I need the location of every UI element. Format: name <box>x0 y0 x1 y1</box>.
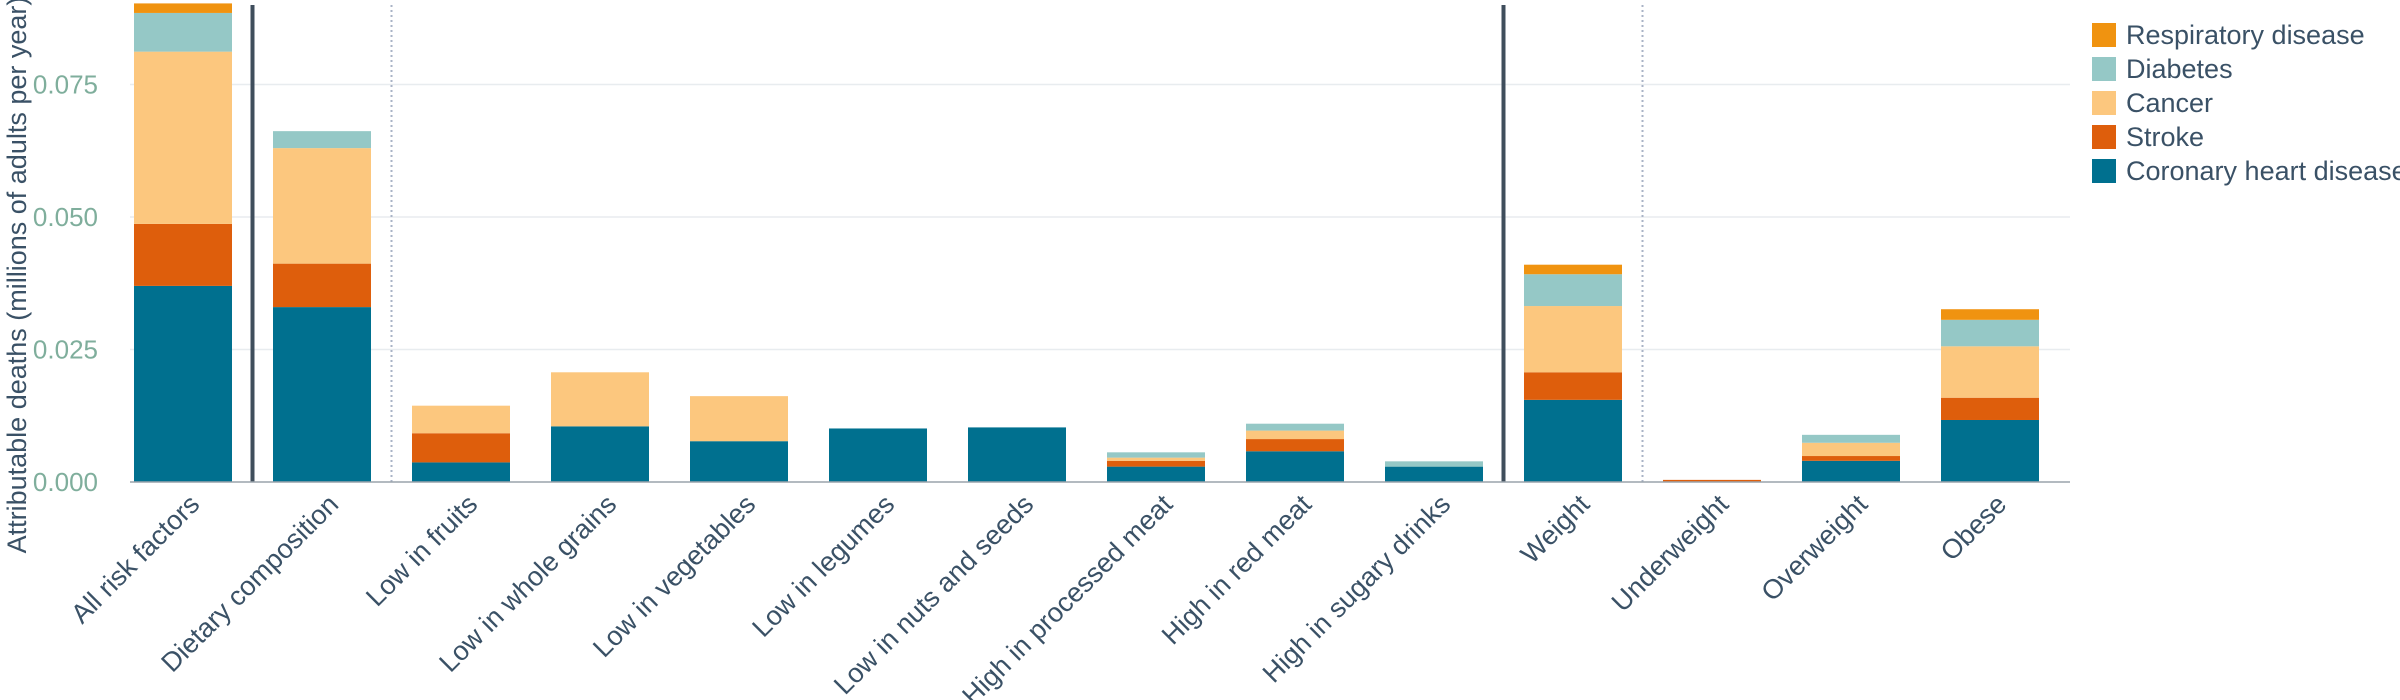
bar-segment-cancer <box>1107 457 1205 461</box>
bar-segment-stroke <box>1663 479 1761 482</box>
bar-segment-diabetes <box>1107 452 1205 458</box>
bar-segment-stroke <box>134 223 232 286</box>
legend-swatch <box>2092 125 2116 149</box>
bar-segment-coronary-heart-disease <box>968 427 1066 482</box>
legend-label: Cancer <box>2126 88 2213 118</box>
bar-segment-coronary-heart-disease <box>690 441 788 482</box>
bar-segment-cancer <box>412 405 510 434</box>
bar-segment-stroke <box>1246 439 1344 452</box>
bar-segment-coronary-heart-disease <box>134 285 232 482</box>
bar-segment-cancer <box>1941 346 2039 398</box>
legend-swatch <box>2092 23 2116 47</box>
x-tick-label: Overweight <box>1755 489 1873 607</box>
x-tick-label: All risk factors <box>65 489 205 629</box>
bar-segment-stroke <box>1107 460 1205 467</box>
group-separators <box>250 5 1644 482</box>
bar-segment-diabetes <box>1524 274 1622 307</box>
bar-segment-cancer <box>1524 306 1622 373</box>
bar-segment-cancer <box>273 148 371 264</box>
bar-segment-stroke <box>1941 397 2039 420</box>
bar-segment-coronary-heart-disease <box>1802 460 1900 482</box>
bar-segment-coronary-heart-disease <box>1385 466 1483 482</box>
bar-segment-coronary-heart-disease <box>412 462 510 482</box>
bar-segment-cancer <box>1246 430 1344 440</box>
legend-label: Diabetes <box>2126 54 2233 84</box>
bar-segment-coronary-heart-disease <box>1107 466 1205 482</box>
bar-segment-cancer <box>690 396 788 442</box>
bar-segment-diabetes <box>273 131 371 149</box>
y-axis-label: Attributable deaths (millions of adults … <box>2 0 32 553</box>
bar-segment-respiratory-disease <box>1941 309 2039 320</box>
x-tick-label: Weight <box>1515 489 1596 570</box>
bar-segment-coronary-heart-disease <box>1246 451 1344 482</box>
bar-segment-diabetes <box>1941 319 2039 347</box>
y-tick-label: 0.050 <box>33 202 98 232</box>
legend-swatch <box>2092 91 2116 115</box>
bar-segment-stroke <box>1802 456 1900 461</box>
y-tick-label: 0.025 <box>33 335 98 365</box>
bar-segment-stroke <box>273 263 371 308</box>
bar-segment-respiratory-disease <box>134 3 232 13</box>
bar-segment-coronary-heart-disease <box>273 307 371 482</box>
y-axis-ticks: 0.000 0.025 0.050 0.075 <box>33 70 98 498</box>
bar-segment-coronary-heart-disease <box>1941 419 2039 482</box>
y-tick-label: 0.000 <box>33 467 98 497</box>
x-tick-label: High in red meat <box>1156 489 1318 651</box>
bar-segment-coronary-heart-disease <box>829 428 927 482</box>
x-tick-label: Obese <box>1935 489 2012 566</box>
bar-segment-cancer <box>134 51 232 224</box>
bar-segment-coronary-heart-disease <box>1524 399 1622 482</box>
legend-label: Stroke <box>2126 122 2204 152</box>
bar-segment-stroke <box>412 433 510 463</box>
bar-segment-cancer <box>551 372 649 427</box>
legend: Respiratory disease Diabetes Cancer Stroke C… <box>2092 20 2400 186</box>
legend-swatch <box>2092 159 2116 183</box>
x-tick-label: Low in legumes <box>746 489 900 643</box>
bar-segment-respiratory-disease <box>1524 264 1622 275</box>
bar-segment-diabetes <box>1246 423 1344 431</box>
y-tick-label: 0.075 <box>33 70 98 100</box>
gridlines <box>130 83 2070 351</box>
legend-label: Coronary heart disease <box>2126 156 2400 186</box>
bars <box>134 3 2039 482</box>
x-tick-label: Underweight <box>1606 489 1735 618</box>
bar-segment-stroke <box>1524 372 1622 400</box>
legend-swatch <box>2092 57 2116 81</box>
bar-segment-diabetes <box>1802 434 1900 443</box>
legend-label: Respiratory disease <box>2126 20 2365 50</box>
bar-segment-diabetes <box>134 12 232 52</box>
bar-segment-diabetes <box>1385 461 1483 467</box>
bar-segment-cancer <box>1802 442 1900 457</box>
x-tick-label: Low in fruits <box>360 489 483 612</box>
bar-segment-coronary-heart-disease <box>551 426 649 482</box>
